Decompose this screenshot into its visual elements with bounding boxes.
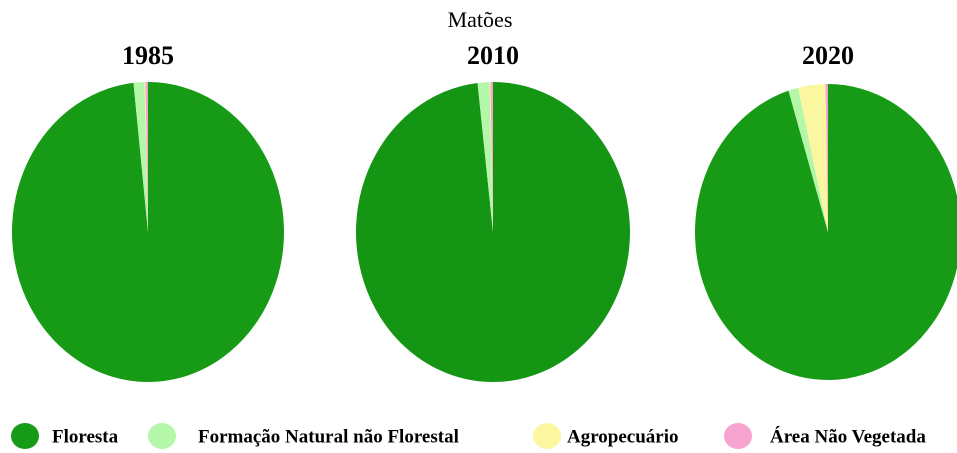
- pie-slice: [825, 84, 828, 232]
- header: Matões: [448, 7, 513, 32]
- pie-slice: [133, 82, 148, 233]
- pie-slice: [489, 82, 493, 233]
- pie-slice: [798, 84, 828, 232]
- legend-label: Formação Natural não Florestal: [198, 426, 459, 447]
- pie-slice: [788, 87, 828, 232]
- legend-label: Floresta: [52, 426, 119, 447]
- pie-title: 2020: [802, 41, 854, 70]
- legend-label: Agropecuário: [567, 426, 679, 447]
- pie-slice: [356, 82, 631, 382]
- pie-title: 1985: [122, 41, 174, 70]
- legend-marker: [724, 423, 752, 449]
- pie-slice: [12, 82, 285, 383]
- legend-marker: [11, 423, 39, 449]
- pie-slice: [695, 84, 957, 380]
- legend-marker: [148, 423, 176, 449]
- pie-slice: [144, 82, 148, 233]
- pie-title: 2010: [467, 41, 519, 70]
- legend-label: Área Não Vegetada: [770, 425, 926, 447]
- pie-slice: [145, 82, 148, 232]
- pie-slice: [490, 82, 493, 232]
- legend-marker: [533, 423, 561, 449]
- pie-slice: [477, 82, 493, 233]
